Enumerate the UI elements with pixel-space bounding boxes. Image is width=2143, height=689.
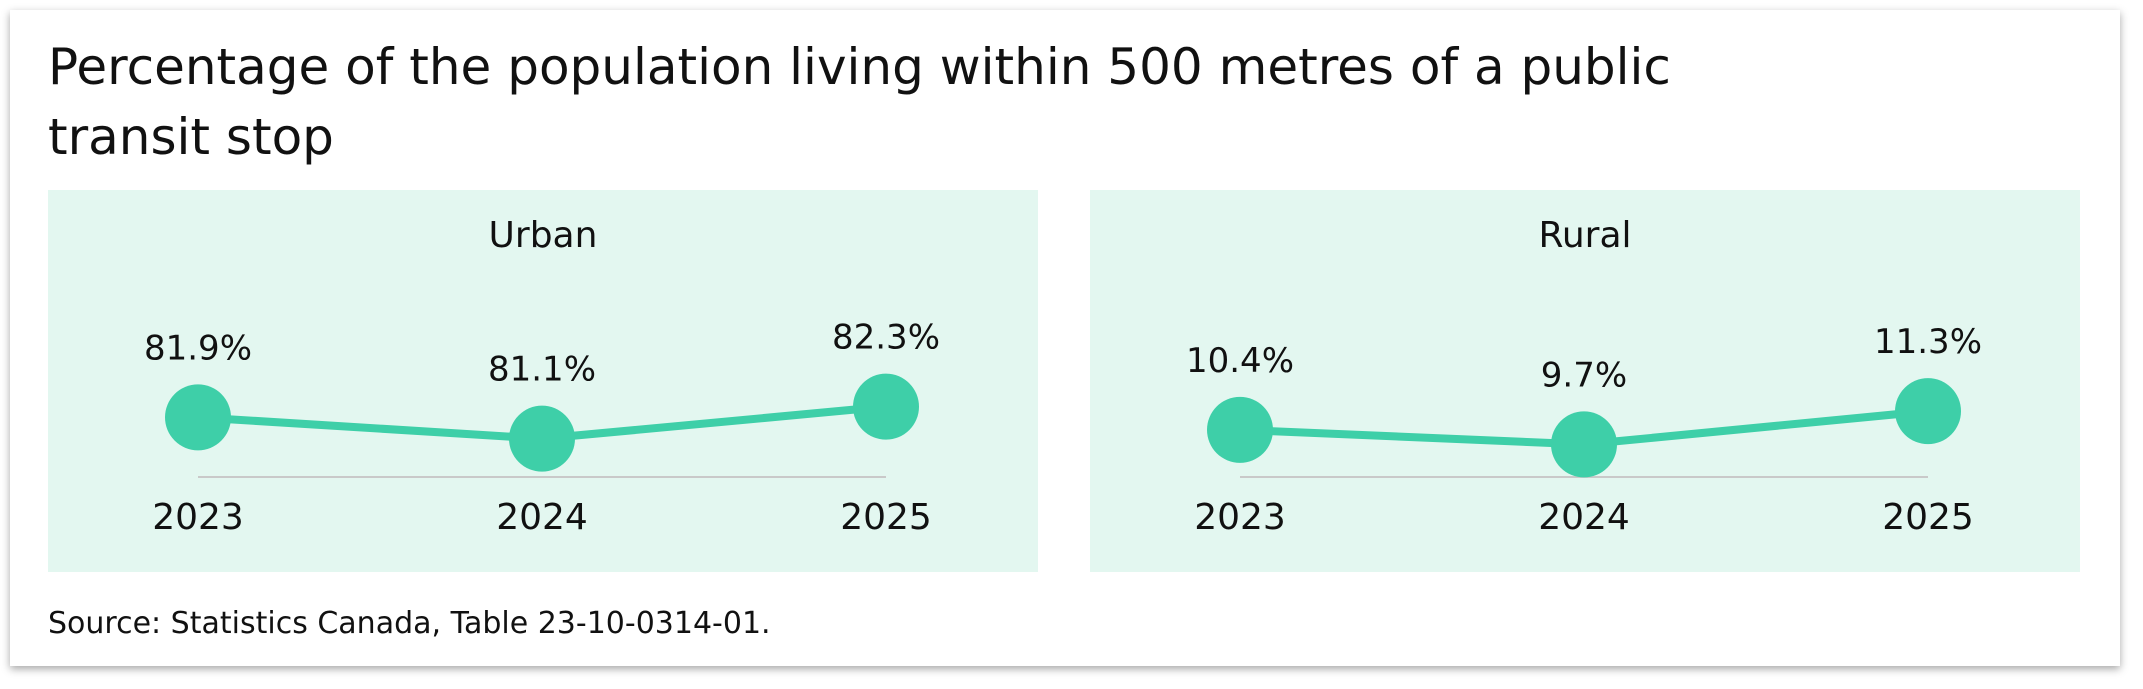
- rural-x-tick-label-2025: 2025: [1882, 497, 1974, 538]
- rural-data-point-2023: [1207, 396, 1273, 463]
- urban-data-point-2024: [509, 405, 575, 472]
- urban-data-point-2025: [853, 373, 919, 440]
- rural-value-label-2023: 10.4%: [1186, 341, 1294, 381]
- urban-x-tick-label-2023: 2023: [152, 497, 244, 538]
- rural-x-tick-label-2024: 2024: [1538, 497, 1630, 538]
- rural-chart-svg: Rural 10.4% 2023 9.7% 2024 11.3% 2025: [1186, 215, 1982, 538]
- urban-x-tick-label-2025: 2025: [840, 497, 932, 538]
- rural-x-tick-label-2023: 2023: [1194, 497, 1286, 538]
- urban-value-label-2023: 81.9%: [144, 328, 252, 368]
- urban-panel-title: Urban: [489, 215, 598, 256]
- urban-value-label-2024: 81.1%: [488, 350, 596, 390]
- urban-panel: Urban 81.9% 2023 81.1% 2024 82.3% 2025: [48, 190, 1038, 572]
- chart-title: Percentage of the population living with…: [48, 38, 1671, 166]
- source-note: Source: Statistics Canada, Table 23-10-0…: [48, 606, 771, 641]
- chart-card: Percentage of the population living with…: [10, 10, 2120, 666]
- urban-data-point-2023: [165, 384, 231, 451]
- urban-x-tick-label-2024: 2024: [496, 497, 588, 538]
- rural-data-point-2025: [1895, 378, 1961, 445]
- rural-panel-title: Rural: [1538, 215, 1631, 256]
- rural-value-label-2025: 11.3%: [1874, 322, 1982, 362]
- rural-value-label-2024: 9.7%: [1541, 355, 1627, 395]
- rural-panel: Rural 10.4% 2023 9.7% 2024 11.3% 2025: [1090, 190, 2080, 572]
- rural-data-point-2024: [1551, 411, 1617, 478]
- urban-value-label-2025: 82.3%: [832, 318, 940, 358]
- urban-chart-svg: Urban 81.9% 2023 81.1% 2024 82.3% 2025: [144, 215, 940, 538]
